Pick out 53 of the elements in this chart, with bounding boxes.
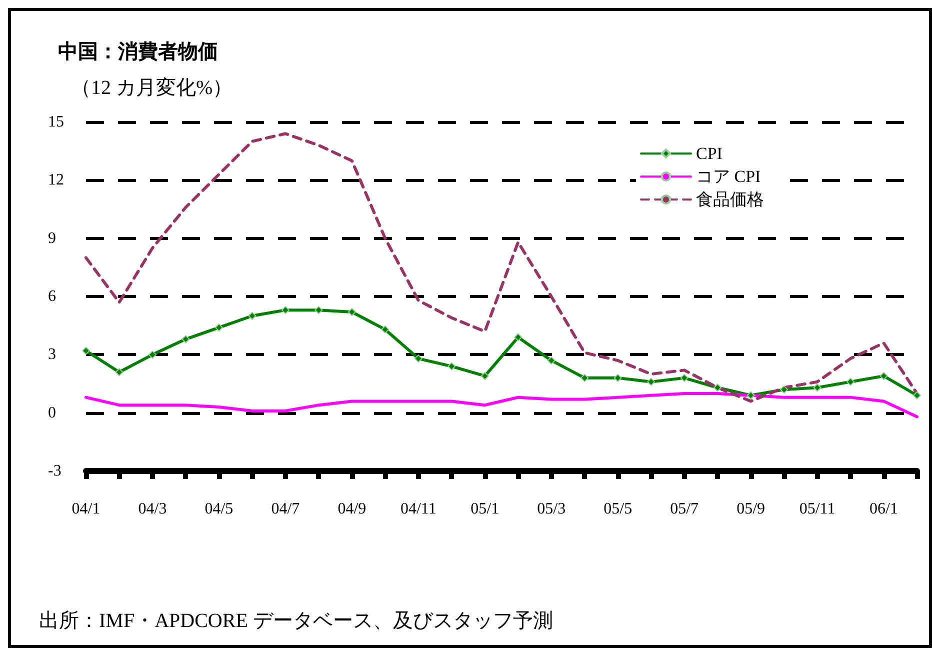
x-tick-label: 05/9 <box>736 500 766 518</box>
point <box>414 354 422 363</box>
y-tick-label: 0 <box>48 404 56 422</box>
x-tick-label: 04/5 <box>204 500 234 518</box>
x-tick-label: 05/3 <box>537 500 566 518</box>
point <box>614 374 622 382</box>
point <box>182 335 190 344</box>
x-tick-label: 05/1 <box>470 500 500 518</box>
point <box>746 391 755 400</box>
point <box>381 325 390 334</box>
point <box>913 391 921 400</box>
chart-title: 中国：消費者物価 <box>58 41 218 63</box>
point <box>714 384 722 392</box>
point <box>780 386 788 394</box>
point <box>248 312 256 320</box>
point <box>647 378 656 386</box>
y-tick-label: -3 <box>48 462 62 480</box>
y-tick-label: 6 <box>48 288 56 305</box>
x-tick-label: 04/1 <box>72 500 100 518</box>
y-tick-label: 9 <box>48 230 56 247</box>
point <box>448 362 456 370</box>
text: 出所：IMF・APDCORE データベース、及びスタッフ予測 <box>39 610 553 632</box>
x-tick-label: 04/3 <box>138 500 167 518</box>
x-tick-label: 04/7 <box>271 500 300 518</box>
x-tick-label: 04/9 <box>338 500 366 518</box>
point <box>813 384 822 392</box>
x-tick-label: 05/7 <box>670 500 699 518</box>
point <box>281 306 290 314</box>
point <box>480 372 489 380</box>
x-tick-label: 05/11 <box>799 500 836 518</box>
point <box>680 374 688 382</box>
y-tick-label: 15 <box>48 114 64 130</box>
point <box>547 356 556 364</box>
y-tick-label: 12 <box>48 172 64 189</box>
chart-subtitle: （12 カ月変化%） <box>71 76 233 99</box>
legend-label: CPI <box>696 144 723 163</box>
x-tick-label: 06/1 <box>870 500 898 518</box>
point <box>214 324 223 332</box>
y-tick-label: 3 <box>48 346 56 364</box>
point <box>880 372 888 380</box>
point <box>115 368 124 376</box>
point <box>846 378 855 386</box>
point <box>580 374 589 382</box>
line-series <box>84 392 918 418</box>
point <box>348 308 356 316</box>
point <box>514 333 522 342</box>
x-tick-label: 04/11 <box>400 500 436 518</box>
legend-label: 食品価格 <box>696 190 764 209</box>
point <box>148 350 156 359</box>
point <box>314 306 323 314</box>
x-tick-label: 05/5 <box>604 500 632 518</box>
legend-label: コア CPI <box>696 167 762 186</box>
point <box>82 346 90 355</box>
